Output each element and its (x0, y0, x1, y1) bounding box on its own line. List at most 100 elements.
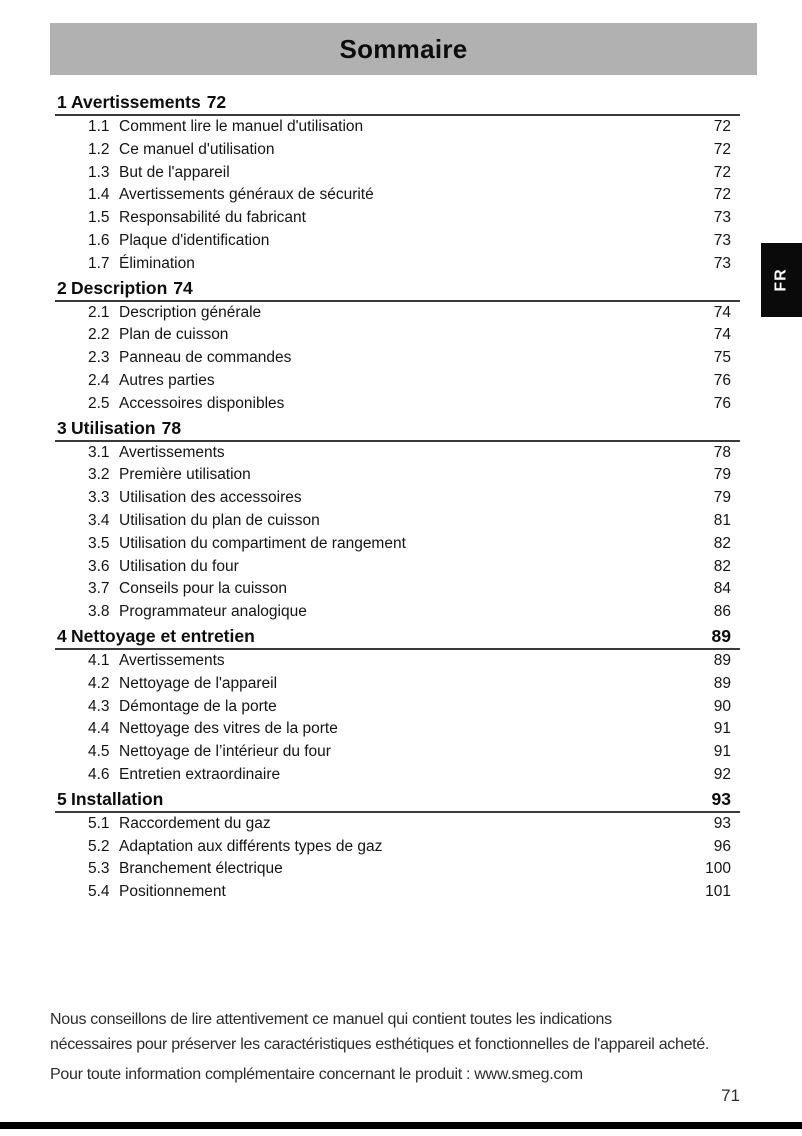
toc-entry-title: Nettoyage de l'appareil (119, 674, 278, 692)
toc-entry-number: 2.1 (88, 303, 110, 321)
toc-entry-title: Autres parties (119, 371, 215, 389)
toc-entry-page: 86 (713, 603, 731, 621)
toc-entry-page: 73 (713, 209, 731, 227)
toc-entry-title: Adaptation aux différents types de gaz (119, 837, 383, 855)
toc-entry: 3.1 Avertissements 78 (55, 442, 740, 465)
toc-entry-page: 96 (713, 837, 731, 855)
toc-entry-title: Plan de cuisson (119, 326, 229, 344)
toc-entry-page: 91 (713, 743, 731, 761)
section-page: 72 (206, 92, 227, 112)
toc-entry-title: Panneau de commandes (119, 349, 292, 367)
section-page: 78 (161, 417, 182, 438)
toc-entry-number: 2.3 (88, 349, 110, 367)
section-heading: 2 Description 74 (55, 276, 740, 302)
toc-entry-number: 1.6 (88, 231, 110, 249)
toc-entry-page: 82 (713, 557, 731, 575)
section-title: Utilisation (71, 417, 156, 438)
toc-entry: 2.1 Description générale 74 (55, 302, 740, 325)
toc-entry-title: Plaque d'identification (119, 231, 270, 249)
toc-entry: 3.5 Utilisation du compartiment de rangem… (55, 533, 740, 556)
toc-entry-page: 72 (713, 140, 731, 158)
toc-entry-page: 93 (713, 814, 731, 832)
toc-entry-number: 5.3 (88, 860, 110, 878)
toc-entry: 2.4 Autres parties 76 (55, 370, 740, 393)
toc-entry-title: Utilisation du four (119, 557, 239, 575)
toc-entry: 2.3 Panneau de commandes 75 (55, 347, 740, 370)
toc-entry: 3.4 Utilisation du plan de cuisson 81 (55, 510, 740, 533)
toc-entry-title: Démontage de la porte (119, 697, 277, 715)
toc-entry-page: 101 (705, 883, 731, 901)
section-title: Avertissements (71, 92, 201, 112)
toc-entry-title: Avertissements (119, 443, 225, 461)
toc-entry: 4.6 Entretien extraordinaire 92 (55, 764, 740, 787)
toc-entry-page: 89 (713, 651, 731, 669)
toc-entry-number: 3.4 (88, 511, 110, 529)
toc-entry-number: 4.6 (88, 765, 110, 783)
toc-entry-number: 2.5 (88, 394, 110, 412)
section-heading: 1 Avertissements 72 (55, 90, 740, 116)
toc-entry-page: 73 (713, 231, 731, 249)
toc-entry-page: 90 (713, 697, 731, 715)
toc-entry: 4.4 Nettoyage des vitres de la porte 91 (55, 718, 740, 741)
page-title: Sommaire (339, 33, 468, 64)
toc-entry-title: Raccordement du gaz (119, 814, 271, 832)
toc-entry: 1.4 Avertissements généraux de sécurité 72 (55, 184, 740, 207)
footer-line-text: Pour toute information complémentaire co… (50, 1066, 583, 1083)
toc-entry: 1.6 Plaque d'identification 73 (55, 230, 740, 253)
toc-entry-title: Nettoyage de l’intérieur du four (119, 743, 331, 761)
toc-entry: 5.1 Raccordement du gaz 93 (55, 813, 740, 836)
section-heading: 3 Utilisation 78 (55, 416, 740, 442)
toc-entry-page: 72 (713, 118, 731, 135)
toc-entry-title: Accessoires disponibles (119, 394, 285, 412)
toc-section: 4 Nettoyage et entretien 89 4.1 Avertissemen… (55, 624, 740, 787)
toc-entry-number: 4.3 (88, 697, 110, 715)
section-number: 4 (57, 625, 67, 646)
toc-entry: 3.2 Première utilisation 79 (55, 464, 740, 487)
toc-entry-page: 84 (713, 580, 731, 598)
toc: 1 Avertissements 72 1.1 Comment lire le manu… (55, 90, 740, 904)
toc-section: 5 Installation 93 5.1 Raccordement du gaz 93 5… (55, 787, 740, 904)
toc-entry-page: 74 (713, 326, 731, 344)
footer-line-text: nécessaires pour préserver les caractéri… (50, 1035, 710, 1053)
toc-entry-page: 72 (713, 163, 731, 181)
toc-entry-page: 89 (713, 674, 731, 692)
toc-entry: 2.2 Plan de cuisson 74 (55, 324, 740, 347)
toc-section: 3 Utilisation 78 3.1 Avertissements 78 3.2 Prem… (55, 416, 740, 624)
page-title-bar: Sommaire (50, 23, 757, 75)
section-title: Description (71, 277, 168, 298)
language-tab-label: FR (772, 268, 790, 292)
toc-entry-number: 3.8 (88, 603, 110, 621)
toc-entry: 1.2 Ce manuel d'utilisation 72 (55, 139, 740, 162)
toc-entry: 1.1 Comment lire le manuel d'utilisation 7… (55, 116, 740, 139)
toc-entry-title: But de l'appareil (119, 163, 230, 181)
toc-entry-number: 1.4 (88, 186, 110, 204)
toc-entry-page: 76 (713, 371, 731, 389)
toc-entry-page: 72 (713, 186, 731, 204)
footer-note: Nous conseillons de lire attentivement c… (50, 1008, 770, 1088)
toc-entry-title: Conseils pour la cuisson (119, 580, 288, 598)
toc-entry-page: 91 (713, 720, 731, 738)
section-title: Nettoyage et entretien (71, 625, 255, 646)
section-title: Installation (71, 788, 164, 809)
section-number: 3 (57, 417, 67, 438)
toc-entry-title: Utilisation du compartiment de rangement (119, 534, 406, 552)
toc-entry-title: Entretien extraordinaire (119, 765, 281, 783)
toc-entry-title: Ce manuel d'utilisation (119, 140, 275, 158)
page-number: 71 (721, 1086, 740, 1105)
section-number: 1 (57, 92, 67, 112)
toc-entry: 4.1 Avertissements 89 (55, 650, 740, 673)
toc-entry-page: 78 (713, 443, 731, 461)
toc-entry: 3.6 Utilisation du four 82 (55, 556, 740, 579)
toc-entry-number: 4.5 (88, 743, 110, 761)
toc-entry-title: Description générale (119, 303, 262, 321)
toc-entry-number: 1.5 (88, 209, 110, 227)
section-number: 2 (57, 277, 67, 298)
toc-entry-number: 1.3 (88, 163, 110, 181)
toc-entry: 3.3 Utilisation des accessoires 79 (55, 487, 740, 510)
toc-entry-number: 3.5 (88, 534, 110, 552)
toc-entry-title: Nettoyage des vitres de la porte (119, 720, 338, 738)
toc-entry-title: Utilisation du plan de cuisson (119, 511, 320, 529)
toc-entry: 3.7 Conseils pour la cuisson 84 (55, 578, 740, 601)
toc-entry-number: 4.2 (88, 674, 110, 692)
